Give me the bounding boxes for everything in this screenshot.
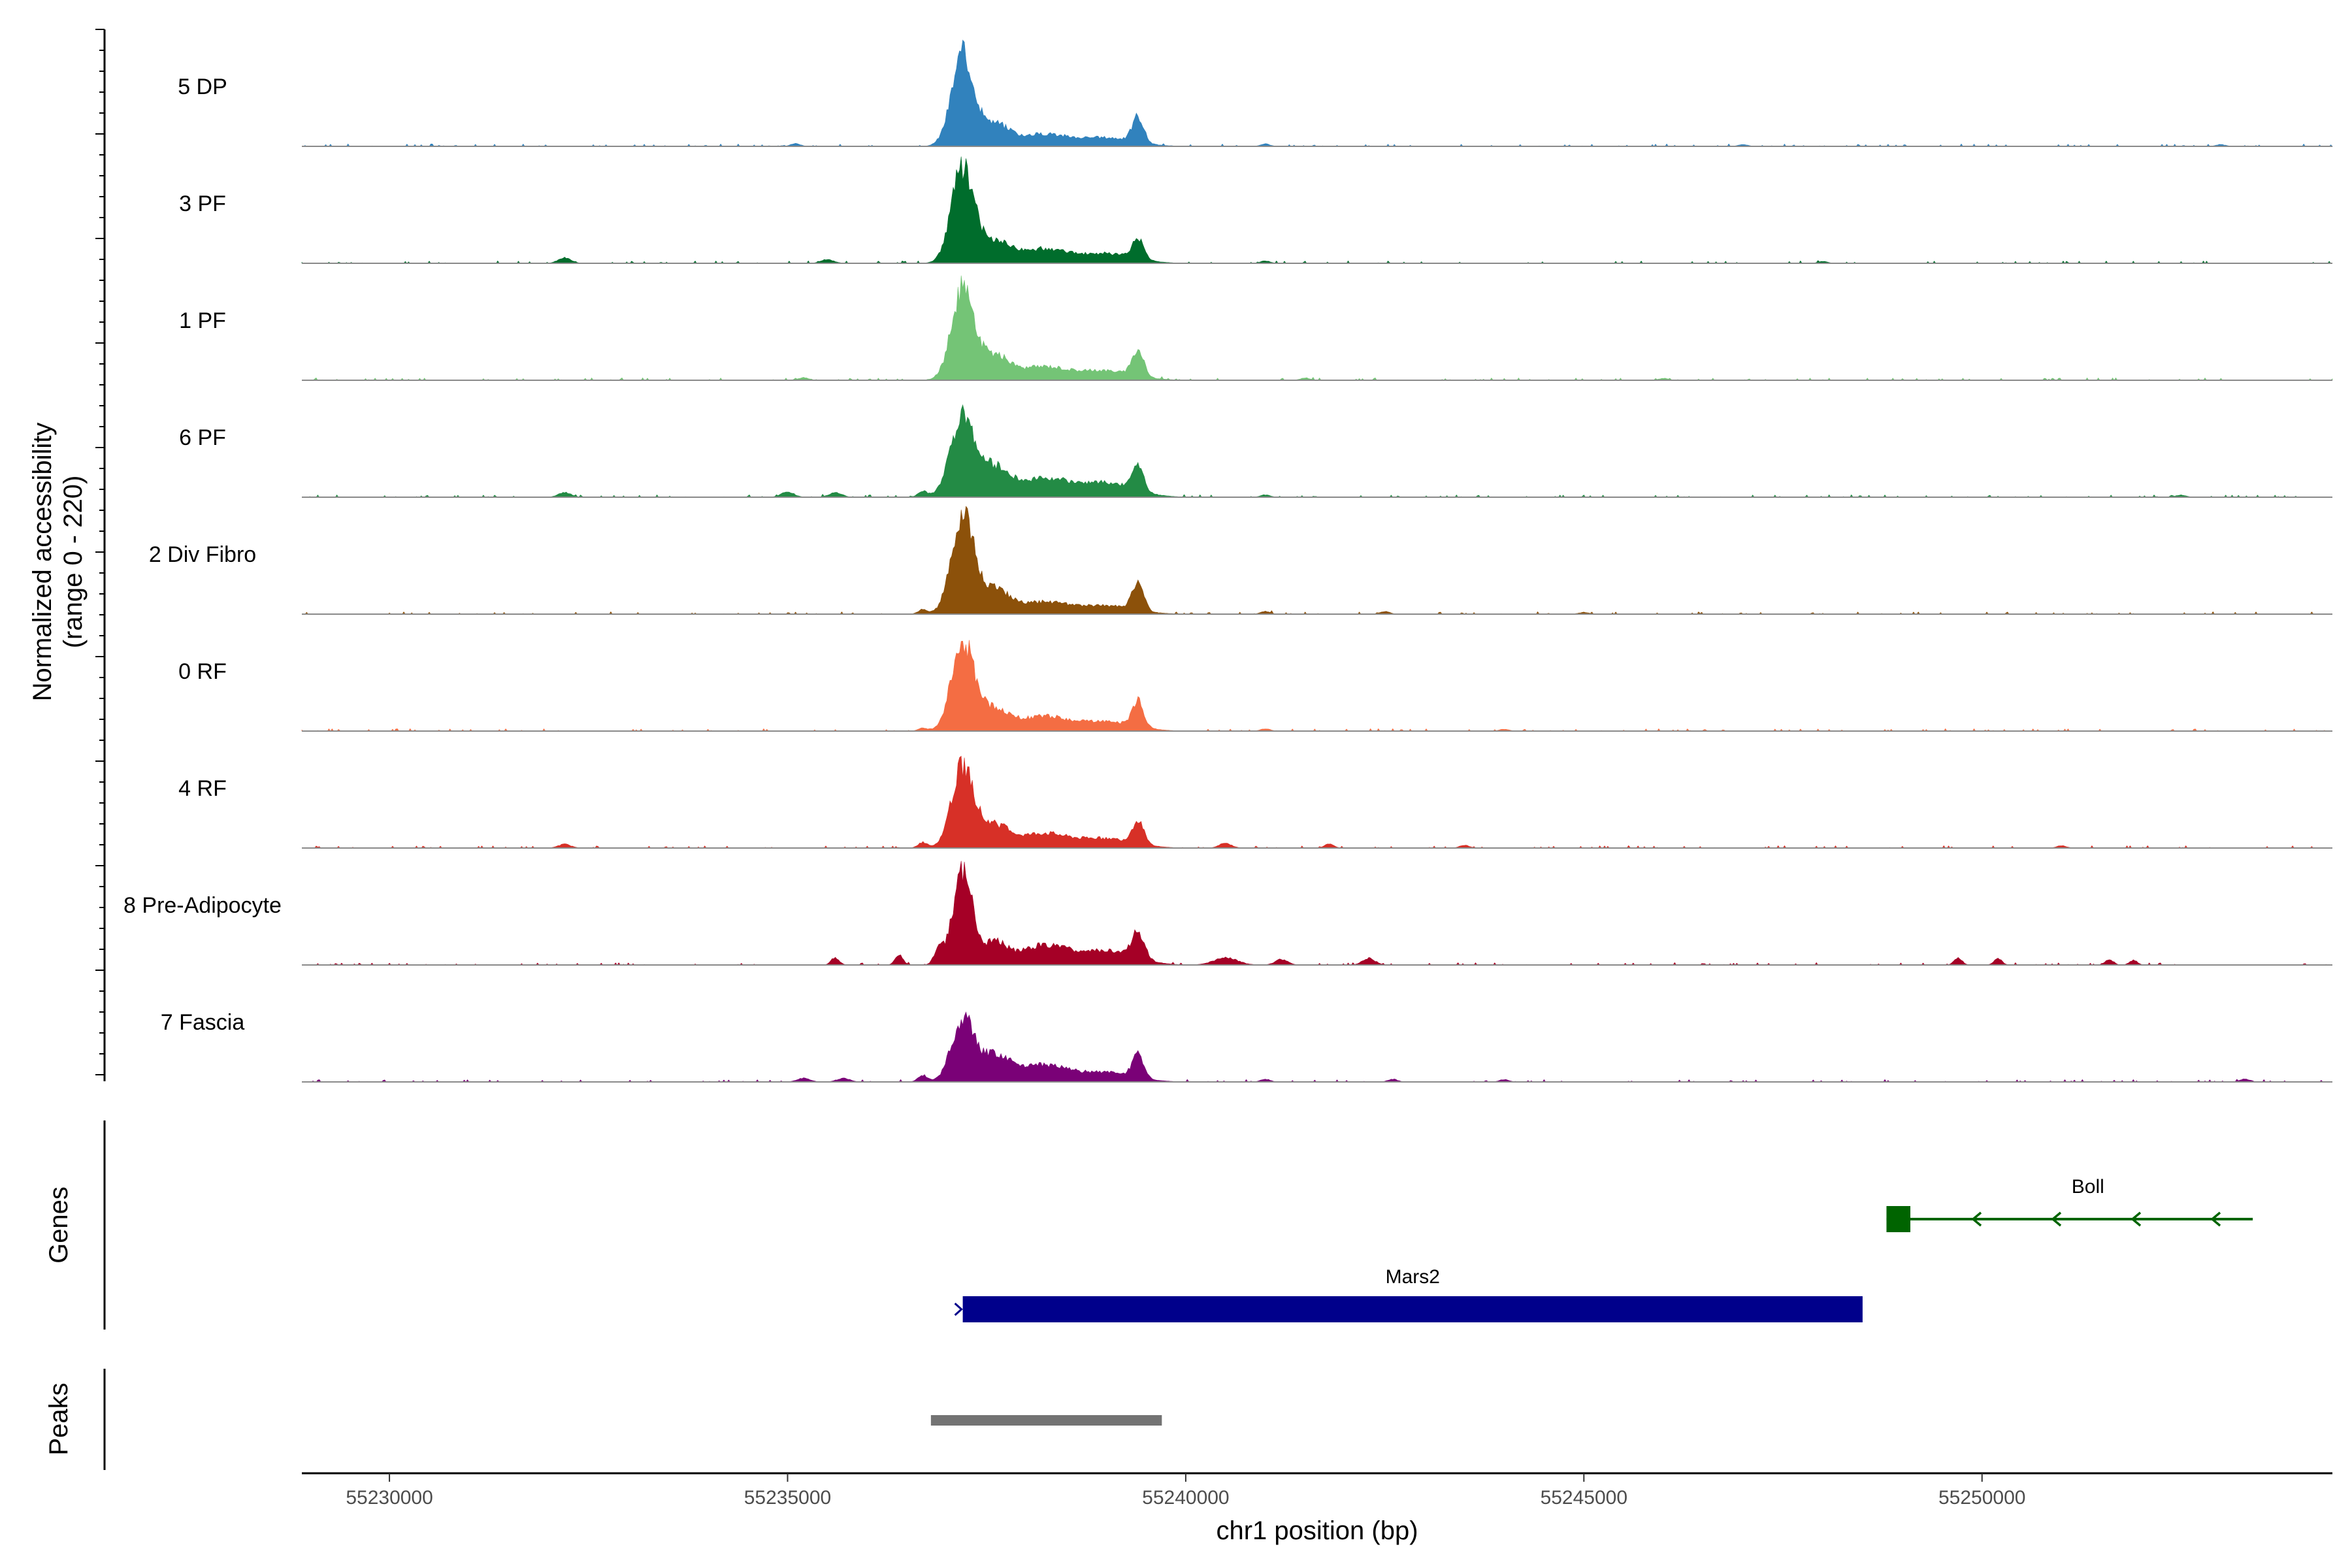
track-label-5-dp: 5 DP xyxy=(178,74,227,99)
x-tick-label: 55235000 xyxy=(744,1487,831,1509)
coverage-area-8-pre-adipocyte xyxy=(302,860,2332,966)
gene-strand-arrow-boll xyxy=(2051,1211,2062,1227)
track-label-3-pf: 3 PF xyxy=(179,191,226,216)
y-axis-title-line1: Normalized accessibility xyxy=(28,423,57,702)
track-label-8-pre-adipocyte: 8 Pre-Adipocyte xyxy=(123,893,282,918)
gene-label-mars2: Mars2 xyxy=(1386,1266,1440,1288)
gene-body-mars2 xyxy=(962,1296,1863,1322)
x-tick-label: 55240000 xyxy=(1142,1487,1229,1509)
track-label-1-pf: 1 PF xyxy=(179,308,226,333)
gene-strand-arrow-boll xyxy=(1971,1211,1982,1227)
x-axis-title: chr1 position (bp) xyxy=(1216,1516,1418,1545)
track-5-dp: 5 DP xyxy=(178,39,2333,147)
track-label-0-rf: 0 RF xyxy=(178,659,227,684)
peak-track xyxy=(930,1415,1162,1426)
coverage-area-7-fascia xyxy=(302,1011,2332,1083)
track-8-pre-adipocyte: 8 Pre-Adipocyte xyxy=(123,860,2332,966)
track-label-6-pf: 6 PF xyxy=(179,425,226,450)
y-axis-ticks xyxy=(95,29,105,1075)
peak-region xyxy=(930,1415,1162,1426)
peaks-panel-label: Peaks xyxy=(44,1382,73,1455)
track-6-pf: 6 PF xyxy=(179,404,2332,498)
coverage-area-1-pf xyxy=(302,275,2333,381)
y-axis-title-line2: (range 0 - 220) xyxy=(59,476,88,649)
track-3-pf: 3 PF xyxy=(179,156,2332,264)
coverage-tracks: 5 DP 3 PF 1 PF 6 PF 2 Div Fibro 0 RF 4 RF 8 Pre… xyxy=(123,39,2333,1083)
genes-panel-label: Genes xyxy=(44,1186,73,1264)
track-label-4-rf: 4 RF xyxy=(178,776,227,801)
gene-exon-boll xyxy=(1886,1206,1911,1232)
x-tick-label: 55245000 xyxy=(1541,1487,1627,1509)
gene-label-boll: Boll xyxy=(2072,1176,2104,1198)
coverage-area-2-div-fibro xyxy=(302,506,2332,615)
track-4-rf: 4 RF xyxy=(178,755,2332,849)
coverage-area-4-rf xyxy=(302,755,2332,849)
track-7-fascia: 7 Fascia xyxy=(161,1010,2332,1083)
x-tick-label: 55230000 xyxy=(346,1487,433,1509)
coverage-area-0-rf xyxy=(301,640,2332,732)
x-tick-label: 55250000 xyxy=(1938,1487,2025,1509)
gene-strand-arrow-boll xyxy=(2210,1211,2221,1227)
gene-strand-arrow-boll xyxy=(2131,1211,2142,1227)
gene-track: Mars2 Boll xyxy=(954,1176,2253,1322)
coverage-area-5-dp xyxy=(302,39,2333,147)
track-2-div-fibro: 2 Div Fibro xyxy=(149,506,2332,615)
coverage-area-6-pf xyxy=(302,404,2332,498)
track-1-pf: 1 PF xyxy=(179,275,2333,381)
track-0-rf: 0 RF xyxy=(178,640,2332,732)
x-axis-ticks: 55230000 55235000 55240000 55245000 55250000 xyxy=(346,1473,2025,1509)
gene-strand-arrow-mars2 xyxy=(954,1302,963,1316)
track-label-7-fascia: 7 Fascia xyxy=(161,1010,245,1035)
coverage-area-3-pf xyxy=(301,156,2332,264)
track-label-2-div-fibro: 2 Div Fibro xyxy=(149,542,256,567)
